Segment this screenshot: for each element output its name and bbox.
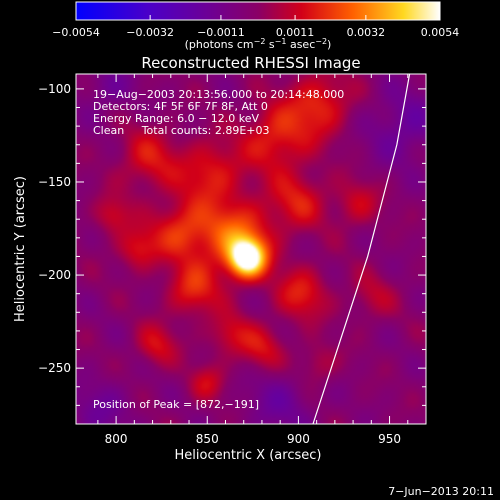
colorbar-tick-label: 0.0032 [347, 26, 386, 39]
y-axis-label: Heliocentric Y (arcsec) [13, 176, 28, 322]
x-axis-ticks: 800 850 900 950 [97, 74, 409, 446]
chart-title: Reconstructed RHESSI Image [141, 54, 360, 72]
x-tick-label: 950 [378, 432, 401, 446]
colorbar-tick-label: −0.0054 [52, 26, 100, 39]
x-tick-label: 800 [105, 432, 128, 446]
colorbar-ticks: −0.0054 −0.0032 −0.0011 0.0011 0.0032 0.0054 [52, 15, 459, 39]
plot-frame [75, 73, 427, 425]
colorbar-tick-label: 0.0054 [421, 26, 460, 39]
info-line-counts: Clean Total counts: 2.89E+03 [93, 124, 270, 137]
info-line-energy: Energy Range: 6.0 − 12.0 keV [93, 112, 260, 125]
colorbar-tick-label: −0.0011 [197, 26, 245, 39]
footer-timestamp: 7−Jun−2013 20:11 [388, 485, 494, 498]
colorbar-label: (photons cm−2 s−1 asec−2) [185, 37, 332, 51]
peak-position-text: Position of Peak = [872,−191] [93, 398, 259, 411]
y-tick-label: −150 [38, 175, 71, 189]
y-tick-label: −100 [38, 82, 71, 96]
x-tick-label: 850 [196, 432, 219, 446]
colorbar-tick-label: 0.0011 [276, 26, 315, 39]
heatmap-image [76, 74, 426, 424]
colorbar-tick-label: −0.0032 [126, 26, 174, 39]
y-tick-label: −250 [38, 361, 71, 375]
info-line-detectors: Detectors: 4F 5F 6F 7F 8F, Att 0 [93, 100, 268, 113]
x-tick-label: 900 [287, 432, 310, 446]
solar-limb-curve [312, 74, 411, 424]
info-line-time: 19−Aug−2003 20:13:56.000 to 20:14:48.000 [93, 88, 344, 101]
colorbar [75, 1, 441, 21]
y-axis-ticks: −100 −150 −200 −250 [38, 82, 426, 406]
y-tick-label: −200 [38, 268, 71, 282]
x-axis-label: Heliocentric X (arcsec) [175, 448, 322, 463]
